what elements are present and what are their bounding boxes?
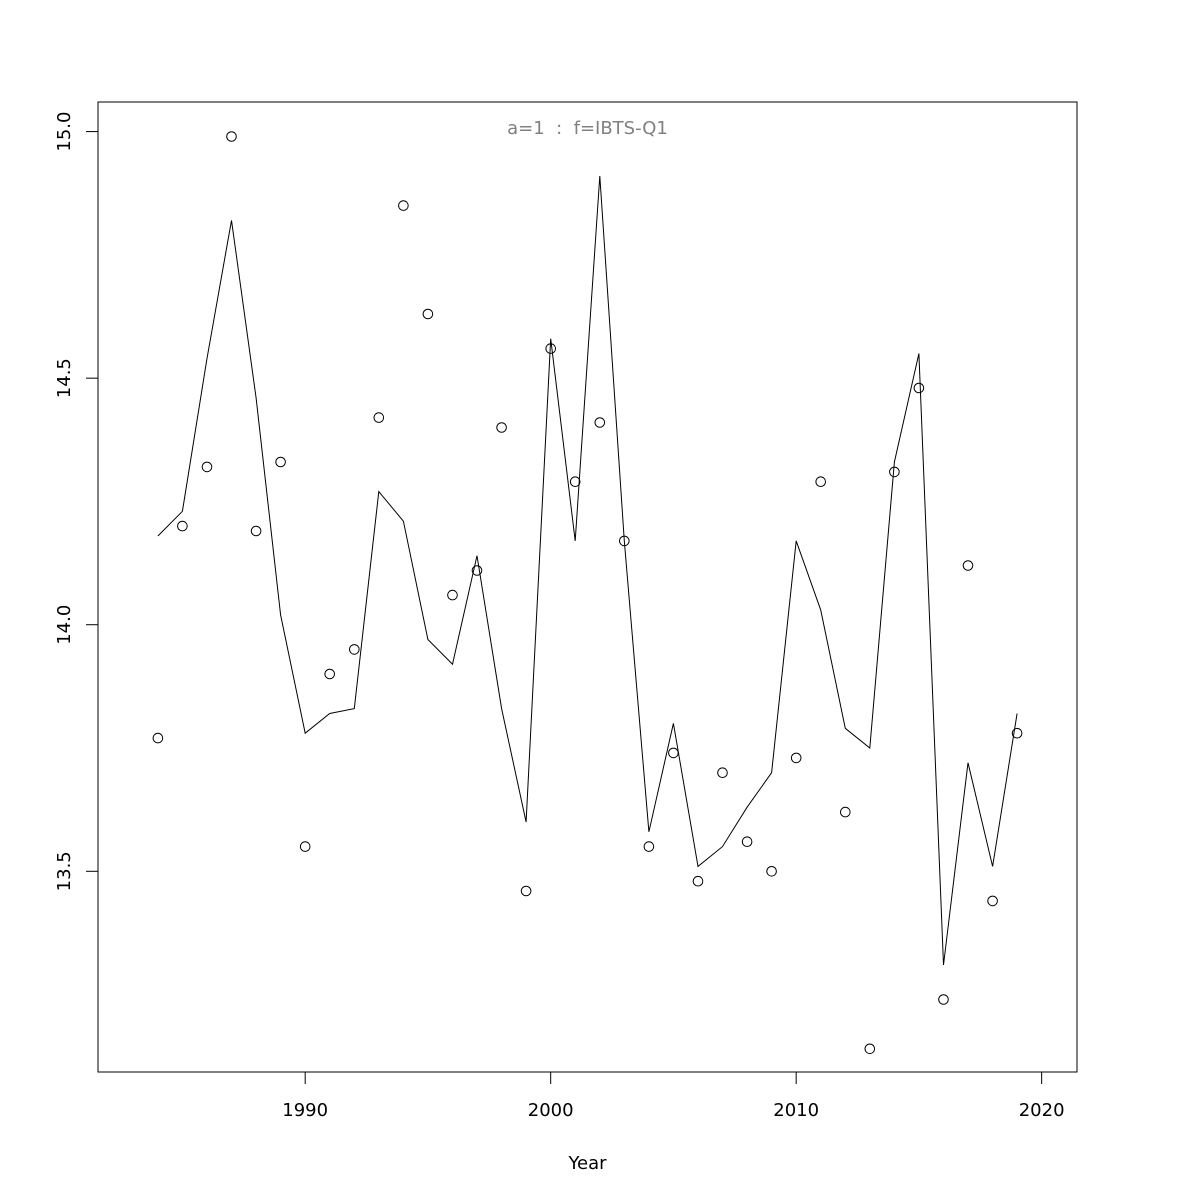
- observed-point: [373, 412, 385, 423]
- observed-point: [226, 131, 237, 142]
- observed-point: [349, 644, 360, 655]
- observed-point: [987, 895, 998, 907]
- observed-point: [790, 752, 802, 764]
- observed-point: [1011, 727, 1023, 739]
- x-tick-label: 2020: [1019, 1100, 1065, 1121]
- chart-title: a=1 : f=IBTS-Q1: [507, 118, 668, 139]
- x-axis-title: Year: [567, 1153, 607, 1174]
- y-tick-label: 14.5: [54, 358, 75, 398]
- y-axis: 13.5 14.0 14.5 15.0: [54, 112, 99, 891]
- observed-point: [840, 806, 851, 818]
- observed-point: [962, 560, 974, 571]
- observed-point: [717, 767, 728, 779]
- observed-point: [275, 456, 286, 468]
- observed-point: [815, 476, 827, 488]
- observed-point: [422, 308, 434, 320]
- observed-point: [496, 422, 507, 433]
- x-axis: 1990 2000 2010 2020: [282, 1071, 1065, 1121]
- observed-point: [250, 525, 262, 537]
- observed-point: [201, 461, 213, 473]
- observed-point: [398, 200, 409, 211]
- fitted-line: [157, 175, 1018, 966]
- observed-point: [324, 668, 336, 680]
- observed-point: [177, 520, 188, 532]
- observed-point: [520, 885, 532, 897]
- series-layer: [152, 131, 1023, 1055]
- observed-point: [913, 382, 925, 394]
- observed-point: [594, 417, 606, 428]
- observed-point: [299, 841, 311, 852]
- observed-point: [766, 866, 777, 877]
- x-tick-label: 2010: [773, 1100, 819, 1121]
- observed-point: [447, 589, 458, 601]
- y-tick-label: 14.0: [54, 605, 75, 645]
- y-tick-label: 15.0: [54, 112, 75, 152]
- observed-point: [692, 875, 704, 887]
- observed-point: [569, 476, 581, 488]
- y-tick-label: 13.5: [54, 851, 75, 891]
- observed-point: [152, 732, 164, 744]
- observed-point: [938, 994, 949, 1005]
- observed-point: [741, 836, 753, 848]
- observed-point: [643, 841, 655, 852]
- observed-point: [864, 1043, 876, 1055]
- observed-point: [471, 565, 483, 576]
- x-tick-label: 2000: [528, 1100, 574, 1121]
- x-tick-label: 1990: [282, 1100, 328, 1121]
